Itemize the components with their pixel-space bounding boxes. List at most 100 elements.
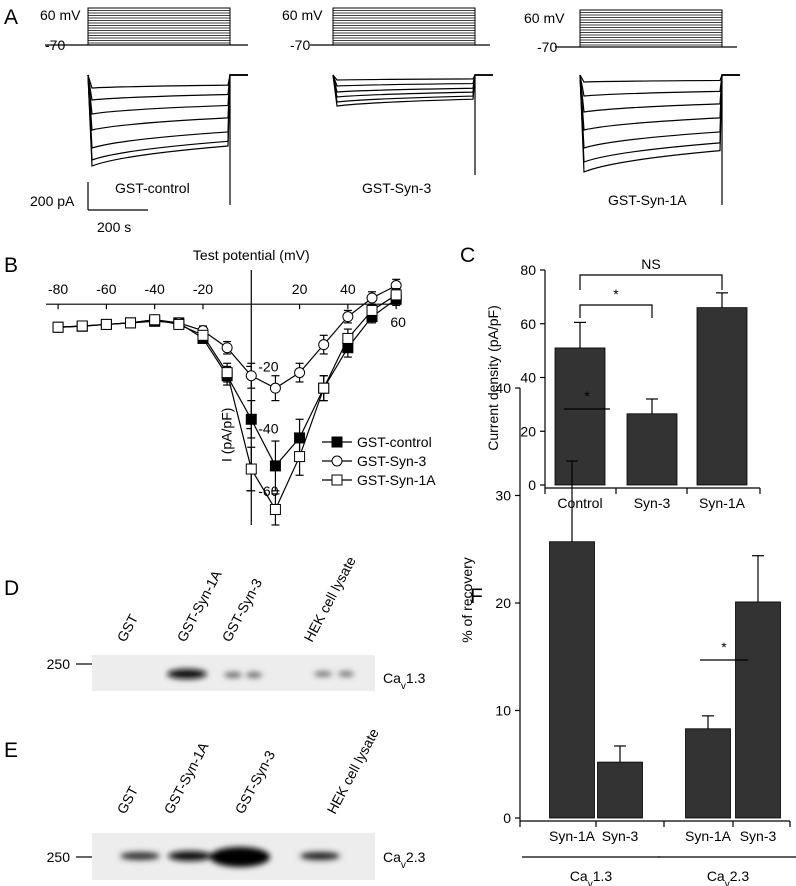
y-tick-label: 80 — [520, 262, 536, 278]
data-point — [245, 413, 257, 425]
current-trace — [87, 74, 248, 101]
data-point — [245, 370, 257, 382]
significance-label: * — [613, 286, 619, 302]
marker-label: 250 — [47, 656, 71, 672]
protein-label: Cav2.3 — [383, 849, 426, 871]
legend-label: GST-Syn-1A — [357, 472, 436, 488]
x-tick-label: Syn-3 — [602, 828, 639, 844]
condition-label: GST-Syn-3 — [362, 180, 431, 196]
x-tick-label: Syn-3 — [740, 828, 777, 844]
protocol-box — [332, 7, 476, 46]
significance-bracket — [579, 304, 653, 318]
group-label-text: Ca — [570, 868, 588, 884]
y-tick-label: 0 — [528, 477, 536, 493]
current-trace — [579, 74, 740, 113]
x-tick-label: -20 — [193, 281, 213, 297]
data-point — [342, 332, 354, 344]
bands — [167, 669, 354, 679]
y-tick-label: -20 — [258, 358, 278, 374]
x-tick-label: -40 — [145, 281, 165, 297]
current-trace — [87, 74, 248, 131]
group-label-sub: v — [725, 879, 730, 886]
y-tick-label: 0 — [503, 810, 511, 826]
x-tick-label: 20 — [292, 281, 308, 297]
data-point — [245, 463, 257, 475]
current-trace — [579, 74, 740, 83]
significance-label: * — [584, 388, 590, 404]
protocol-box — [87, 7, 231, 46]
current-trace — [332, 74, 493, 87]
panel-label: C — [460, 244, 475, 267]
legend-marker — [331, 474, 343, 486]
group-label-text: 1.3 — [593, 868, 613, 884]
data-point — [366, 304, 378, 316]
band — [224, 672, 242, 678]
bar — [696, 307, 748, 486]
marker-label: 250 — [47, 849, 71, 865]
data-point — [294, 367, 306, 379]
bar — [685, 728, 731, 819]
lane-label: GST-Syn-1A — [174, 567, 225, 644]
y-tick-label: -60 — [258, 483, 278, 499]
y-axis-title: I (pA/pF) — [218, 408, 234, 462]
y-tick-label: -40 — [258, 421, 278, 437]
data-point — [100, 318, 112, 330]
x-tick-label: Control — [557, 495, 602, 511]
data-point — [269, 460, 281, 472]
current-trace — [579, 74, 740, 131]
bar — [554, 347, 606, 486]
data-point — [173, 318, 185, 330]
protocol-top: 60 mV — [524, 10, 565, 26]
protocol-bottom: -70 — [290, 37, 310, 53]
scale-label: 200 s — [97, 219, 131, 235]
x-tick-label: -80 — [48, 281, 68, 297]
protein-text: 2.3 — [406, 849, 426, 865]
current-trace — [332, 74, 493, 107]
lane-label: GST — [114, 611, 142, 644]
bands — [120, 847, 340, 867]
lane-label: GST-Syn-3 — [232, 748, 279, 817]
legend-label: GST-control — [357, 434, 432, 450]
scale-label: 200 pA — [30, 193, 75, 209]
current-trace — [579, 74, 740, 97]
current-trace — [332, 74, 493, 81]
panel-label: F — [470, 585, 483, 608]
lane-label: GST-Syn-1A — [161, 739, 212, 816]
data-point — [197, 329, 209, 341]
x-tick-label: Syn-1A — [699, 495, 746, 511]
bar — [735, 601, 781, 819]
legend-marker — [331, 455, 343, 467]
x-tick-label: Syn-1A — [549, 828, 596, 844]
data-point — [318, 339, 330, 351]
protein-label: Cav1.3 — [383, 670, 426, 692]
x-tick-label: -60 — [96, 281, 116, 297]
group-label-text: 2.3 — [730, 868, 750, 884]
y-tick-label: 20 — [495, 595, 511, 611]
y-tick-label: 40 — [495, 380, 511, 396]
significance-bracket — [579, 274, 723, 290]
current-trace — [87, 74, 248, 89]
lane-label: GST — [114, 783, 142, 816]
data-point — [366, 292, 378, 304]
data-point — [221, 367, 233, 379]
group-label: Cav2.3 — [707, 868, 750, 886]
data-point — [221, 342, 233, 354]
lane-label: HEK cell lysate — [301, 554, 359, 645]
group-label-sub: v — [588, 879, 593, 886]
current-trace — [87, 74, 248, 115]
data-point — [52, 321, 64, 333]
significance-label: * — [721, 639, 727, 655]
protein-text: 1.3 — [406, 670, 426, 686]
panel-label: A — [4, 6, 18, 29]
protein-sub: v — [401, 681, 406, 692]
current-trace — [579, 74, 740, 149]
band — [246, 672, 262, 678]
condition-label: GST-Syn-1A — [608, 192, 687, 208]
y-tick-label: 30 — [495, 488, 511, 504]
band — [120, 852, 160, 860]
x-axis-title: Test potential (mV) — [193, 247, 310, 263]
protein-sub: v — [401, 860, 406, 871]
